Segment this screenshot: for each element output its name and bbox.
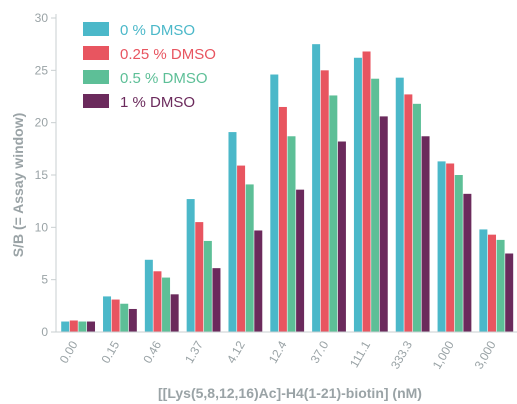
bar xyxy=(203,240,212,332)
bar xyxy=(404,94,413,332)
x-tick-label: 111.1 xyxy=(347,338,373,370)
bar xyxy=(479,229,488,332)
y-axis-title: S/B (= Assay window) xyxy=(10,113,26,258)
bar xyxy=(61,321,70,332)
legend-swatch xyxy=(83,70,109,84)
bar xyxy=(454,175,463,332)
y-tick-label: 0 xyxy=(41,325,48,339)
bars-group xyxy=(61,44,514,333)
bar xyxy=(312,44,321,333)
x-axis-title: [[Lys(5,8,12,16)Ac]-H4(1-21)-biotin] (nM… xyxy=(158,385,422,401)
legend-label: 0.5 % DMSO xyxy=(120,70,208,87)
y-tick-label: 10 xyxy=(35,220,49,234)
x-tick-label: 1,000 xyxy=(430,338,457,371)
x-tick-label: 333.3 xyxy=(388,338,415,371)
bar xyxy=(487,234,496,332)
bar xyxy=(320,70,329,332)
bar xyxy=(111,299,120,332)
bar xyxy=(412,103,421,332)
bar xyxy=(78,321,87,332)
legend-label: 0.25 % DMSO xyxy=(120,46,216,63)
bar xyxy=(287,136,296,332)
x-tick-label: 0.15 xyxy=(99,338,123,366)
bar xyxy=(371,78,380,333)
bar xyxy=(103,296,112,332)
bar xyxy=(353,57,362,333)
bar xyxy=(69,320,78,332)
bar xyxy=(496,239,505,332)
bar xyxy=(362,51,371,333)
bar xyxy=(329,95,338,332)
legend-swatch xyxy=(83,94,109,108)
bar xyxy=(446,163,455,332)
x-tick-label: 12.4 xyxy=(266,338,290,366)
bar xyxy=(87,321,96,332)
bar xyxy=(278,106,287,332)
bar xyxy=(254,230,263,332)
x-tick-label: 0.46 xyxy=(140,338,164,366)
bar xyxy=(463,193,472,332)
bar xyxy=(395,77,404,332)
bar xyxy=(120,303,129,332)
y-tick-label: 5 xyxy=(41,273,48,287)
bar xyxy=(228,132,237,332)
x-tick-label: 1.37 xyxy=(182,338,206,366)
bar xyxy=(170,294,179,332)
legend-label: 1 % DMSO xyxy=(120,94,195,111)
bar xyxy=(162,277,171,332)
bar xyxy=(337,141,346,332)
y-tick-label: 20 xyxy=(35,116,49,130)
bar xyxy=(421,136,430,332)
x-tick-label: 0.00 xyxy=(57,338,81,366)
x-tick-label: 3,000 xyxy=(472,338,499,371)
bar xyxy=(296,189,305,332)
bar xyxy=(270,74,279,333)
bar xyxy=(128,308,137,332)
y-tick-label: 15 xyxy=(35,168,49,182)
bar xyxy=(437,161,446,332)
legend-swatch xyxy=(83,46,109,60)
legend-label: 0 % DMSO xyxy=(120,22,195,39)
bar xyxy=(237,165,246,332)
bar xyxy=(379,116,388,332)
y-tick-label: 25 xyxy=(35,63,49,77)
bar xyxy=(505,253,514,332)
bar xyxy=(245,184,254,332)
bar xyxy=(195,222,204,332)
bar xyxy=(212,268,221,332)
legend-swatch xyxy=(83,22,109,36)
y-tick-label: 30 xyxy=(35,11,49,25)
bar xyxy=(144,259,153,332)
bar xyxy=(153,271,162,332)
legend: 0 % DMSO 0.25 % DMSO 0.5 % DMSO 1 % DMSO xyxy=(83,22,216,111)
x-tick-label: 4.12 xyxy=(224,338,248,366)
x-tick-label: 37.0 xyxy=(308,338,332,366)
bar xyxy=(186,199,195,332)
